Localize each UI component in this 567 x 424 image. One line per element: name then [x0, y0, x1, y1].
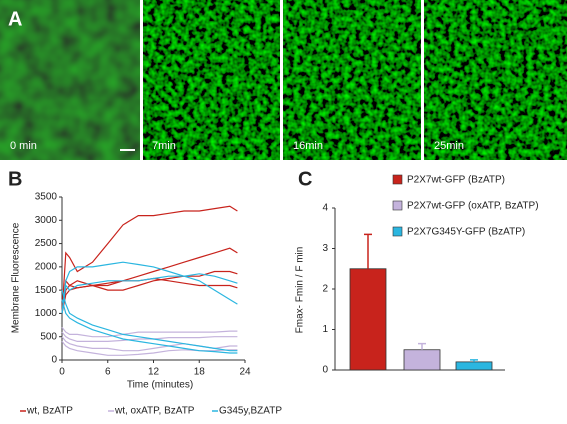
y-axis-label: Fmax- Fmin / F min	[295, 247, 306, 334]
legend-swatch	[392, 174, 403, 185]
trace	[61, 205, 238, 314]
y-tick-label: 2	[322, 284, 328, 295]
x-tick-label: 18	[194, 367, 206, 378]
time-label: 16min	[293, 140, 323, 152]
bar	[403, 349, 441, 371]
legend-label: P2X7wt-GFP (oxATP, BzATP)	[407, 201, 539, 212]
legend-label: wt, oxATP, BzATP	[114, 406, 195, 417]
error-bar	[470, 359, 478, 362]
trace	[61, 331, 238, 342]
trace	[61, 273, 238, 314]
trace	[61, 261, 238, 314]
y-tick-label: 1000	[35, 308, 58, 319]
y-tick-label: 1	[322, 324, 328, 335]
bar	[349, 268, 387, 371]
error-bar	[418, 342, 426, 350]
time-label: 25min	[434, 140, 464, 152]
legend-label: wt, BzATP	[26, 406, 73, 417]
panel-label: B	[8, 168, 22, 190]
x-tick-label: 12	[148, 367, 160, 378]
y-tick-label: 3500	[35, 192, 58, 203]
y-tick-label: 500	[40, 331, 57, 342]
trace	[61, 289, 238, 352]
micrograph	[143, 0, 280, 160]
y-tick-label: 1500	[35, 285, 58, 296]
y-tick-label: 2500	[35, 238, 58, 249]
y-tick-label: 2000	[35, 261, 58, 272]
y-tick-label: 0	[322, 365, 328, 376]
panel-label: A	[8, 8, 22, 30]
legend-swatch	[392, 226, 403, 237]
trace	[61, 270, 238, 314]
legend-label: G345y,BZATP	[219, 406, 282, 417]
time-label: 7min	[152, 140, 176, 152]
error-bar	[364, 233, 372, 269]
x-tick-label: 0	[59, 367, 65, 378]
y-tick-label: 0	[51, 355, 57, 366]
trace	[61, 299, 238, 354]
trace	[61, 247, 238, 314]
y-tick-label: 3000	[35, 215, 58, 226]
micrograph	[283, 0, 421, 160]
panel-label: C	[298, 168, 312, 190]
y-tick-label: 3	[322, 243, 328, 254]
legend-label: P2X7G345Y-GFP (BzATP)	[407, 227, 525, 238]
y-axis-label: Membrane Fluorescence	[11, 222, 22, 333]
bar	[455, 361, 493, 371]
x-tick-label: 24	[239, 367, 251, 378]
micrograph	[424, 0, 567, 160]
y-tick-label: 4	[322, 203, 328, 214]
time-label: 0 min	[10, 140, 37, 152]
x-tick-label: 6	[105, 367, 111, 378]
micrograph-row: 0 min 7min 16min 25min A	[0, 0, 567, 160]
legend-label: P2X7wt-GFP (BzATP)	[407, 175, 505, 186]
legend-swatch	[392, 200, 403, 211]
trace	[61, 327, 238, 338]
micrograph	[0, 0, 140, 160]
x-axis-label: Time (minutes)	[127, 380, 193, 391]
